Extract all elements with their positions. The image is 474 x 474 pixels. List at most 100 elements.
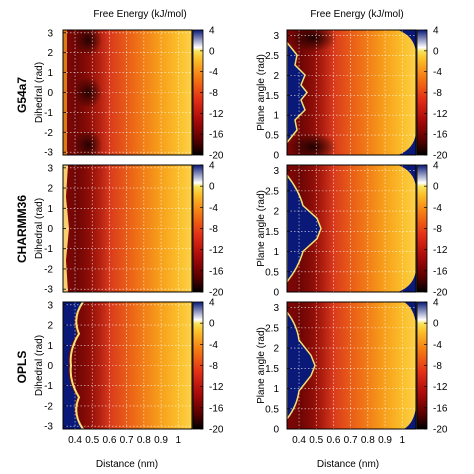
y-tick-label: 2 — [273, 344, 279, 355]
energy-minimum — [289, 30, 337, 52]
y-tick-label: 2 — [273, 71, 279, 82]
excluded-region — [287, 41, 308, 144]
y-tick-label: 1 — [47, 204, 53, 215]
x-tick-label: 0.5 — [309, 435, 323, 446]
y-tick-label: -2 — [44, 264, 53, 275]
y-tick-label: 2 — [47, 184, 53, 195]
colorbar-tick-label: 0 — [433, 182, 439, 193]
y-tick-label: 2 — [47, 321, 53, 332]
y-tick-label: 0 — [273, 425, 279, 436]
colorbar-tick-label: -12 — [209, 109, 224, 120]
x-tick-label: 0.8 — [361, 435, 375, 446]
excluded-region — [63, 302, 83, 429]
y-tick-label: 1.5 — [265, 364, 279, 375]
y-tick-label: 2.5 — [265, 51, 279, 62]
x-tick-label: 0.6 — [326, 435, 340, 446]
y-axis-label: Plane angle (rad) — [256, 54, 267, 131]
x-tick-label: 0.4 — [292, 435, 306, 446]
y-axis-label: Dihedral (rad) — [34, 62, 45, 123]
colorbar-tick-label: -16 — [209, 403, 224, 414]
excluded-region — [287, 310, 316, 421]
y-tick-label: 0 — [273, 151, 279, 162]
colorbar-tick-label: -4 — [433, 67, 442, 78]
colorbar-tick-label: -16 — [433, 403, 448, 414]
excluded-region — [398, 30, 416, 52]
heatmap-panel-r2c1: 3 2.5 2 1.5 1 0.5 0 Plane angle (rad) 4 0 -4 -8 -12 -… — [256, 298, 448, 447]
colorbar-tick-label: -16 — [209, 266, 224, 277]
x-tick-label: 1 — [399, 435, 405, 446]
x-tick-label: 0.4 — [68, 435, 82, 446]
y-tick-label: 3 — [273, 31, 279, 42]
panel-frame — [286, 301, 417, 430]
row-label-g54a7: G54a7 — [15, 77, 29, 113]
y-tick-label: 2 — [47, 48, 53, 59]
colorbar-tick-label: 4 — [433, 161, 439, 172]
y-tick-label: 1.5 — [265, 227, 279, 238]
grid — [287, 302, 416, 429]
panel-frame — [286, 164, 417, 293]
y-tick-label: 2.5 — [265, 186, 279, 197]
y-tick-label: -2 — [44, 128, 53, 139]
energy-minimum — [74, 30, 103, 56]
colorbar-tick-label: -12 — [433, 109, 448, 120]
heatmap-panel-r1c0: 3 2 1 0 -1 -2 -3 Dihedral (rad) 4 0 -4 -8 -12 -16 -20 — [34, 161, 224, 299]
colorbar-tick-label: 4 — [433, 298, 439, 309]
grid — [287, 165, 416, 292]
y-tick-label: -1 — [44, 108, 53, 119]
y-tick-label: 0 — [273, 288, 279, 299]
colorbar-tick-label: -20 — [433, 425, 448, 436]
y-axis-label: Plane angle (rad) — [256, 190, 267, 267]
y-tick-label: 2.5 — [265, 323, 279, 334]
y-tick-label: 1.5 — [265, 91, 279, 102]
colorbar-tick-label: -8 — [433, 224, 442, 235]
colorbar-tick-label: -20 — [209, 425, 224, 436]
x-tick-label: 0.9 — [378, 435, 392, 446]
row-label-opls: OPLS — [15, 351, 29, 384]
colorbar-tick-label: -8 — [433, 361, 442, 372]
x-tick-label: 0.8 — [137, 435, 151, 446]
excluded-region — [404, 407, 416, 429]
colorbar-tick-label: -12 — [209, 382, 224, 393]
y-tick-label: 0.5 — [265, 404, 279, 415]
colorbar-tick-label: -20 — [433, 288, 448, 299]
colorbar-tick-label: -4 — [433, 203, 442, 214]
excluded-region — [287, 173, 322, 284]
colorbar-tick-label: -4 — [209, 203, 218, 214]
colorbar-tick-label: -12 — [433, 245, 448, 256]
colorbar-tick-label: -16 — [433, 130, 448, 141]
x-tick-label: 1 — [175, 435, 181, 446]
y-axis-label: Dihedral (rad) — [34, 198, 45, 259]
row-label-charmm36: CHARMM36 — [15, 195, 29, 263]
panel-frame — [286, 29, 417, 156]
colorbar-tick-label: -20 — [209, 288, 224, 299]
y-tick-label: 1 — [273, 247, 279, 258]
y-tick-label: 0.5 — [265, 131, 279, 142]
colorbar-title-right: Free Energy (kJ/mol) — [310, 9, 403, 20]
colorbar-tick-label: 0 — [433, 319, 439, 330]
colorbar-title-left: Free Energy (kJ/mol) — [93, 9, 186, 20]
y-tick-label: -1 — [44, 244, 53, 255]
y-tick-label: 1 — [273, 384, 279, 395]
y-tick-label: 3 — [273, 303, 279, 314]
y-tick-label: 3 — [47, 28, 53, 39]
grid — [287, 30, 416, 155]
grid — [63, 165, 192, 292]
energy-minimum — [289, 133, 337, 155]
heatmap-panel-r2c0: 3 2 1 0 -1 -2 -3 Dihedral (rad) 4 0 -4 -8 -12 -16 -20 0… — [34, 298, 224, 447]
colorbar-tick-label: 4 — [209, 161, 215, 172]
y-tick-label: 0.5 — [265, 267, 279, 278]
y-tick-label: 3 — [47, 300, 53, 311]
excluded-region — [398, 165, 416, 187]
colorbar-tick-label: -16 — [209, 130, 224, 141]
heatmap-panel-r0c1: 3 2.5 2 1.5 1 0.5 0 Plane angle (rad) 4 0 -4 -8 -12 -… — [256, 26, 448, 162]
grid — [63, 302, 192, 429]
y-tick-label: -3 — [44, 148, 53, 159]
x-tick-label: 0.5 — [85, 435, 99, 446]
colorbar-tick-label: -4 — [209, 340, 218, 351]
colorbar-tick-label: -20 — [433, 151, 448, 162]
colorbar-tick-label: -8 — [433, 88, 442, 99]
y-tick-label: 0 — [47, 361, 53, 372]
x-axis-label-left: Distance (nm) — [96, 459, 158, 470]
colorbar-tick-label: -16 — [433, 266, 448, 277]
y-tick-label: 3 — [47, 163, 53, 174]
